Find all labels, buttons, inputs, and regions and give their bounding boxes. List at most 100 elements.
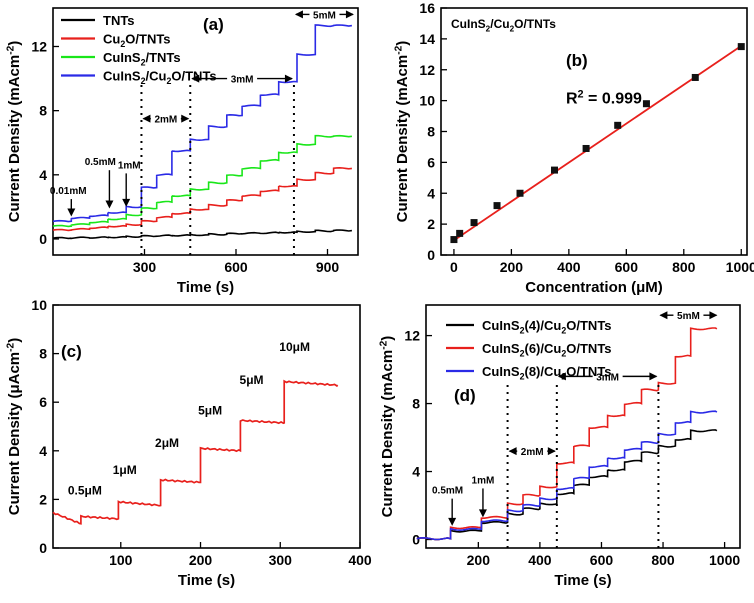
x-tick-label: 200	[467, 552, 491, 568]
fit-r2-label: R2​ = 0.999	[566, 89, 642, 108]
step-label: 10μM	[279, 340, 310, 354]
range-arrow-head	[709, 311, 718, 320]
x-tick-label: 200	[500, 259, 524, 275]
data-point	[642, 100, 650, 108]
panel-label: (b)	[566, 51, 588, 70]
plot-frame	[52, 7, 359, 256]
x-tick-label: 300	[133, 259, 157, 275]
range-arrow-head	[557, 372, 566, 381]
y-tick-label: 8	[39, 346, 47, 362]
legend-label: CuInS2​(8)/Cu2​O/TNTs	[482, 364, 612, 382]
x-tick-label: 1000	[709, 552, 740, 568]
annotation-label: 1mM	[472, 475, 495, 486]
series-line	[52, 229, 353, 240]
x-tick-label: 400	[348, 552, 372, 568]
plot-frame	[52, 304, 361, 549]
range-label: 3mM	[596, 372, 619, 383]
data-point	[582, 144, 590, 152]
x-tick-label: 600	[224, 259, 248, 275]
y-tick-label: 0	[427, 247, 435, 263]
x-tick-label: 800	[672, 259, 696, 275]
legend-label: Cu2​O/TNTs	[103, 32, 171, 50]
range-arrow-head	[191, 74, 200, 83]
legend-label: CuInS2​(4)/Cu2​O/TNTs	[482, 318, 612, 336]
panel-label: (c)	[61, 342, 82, 361]
y-tick-label: 14	[419, 31, 435, 47]
range-label: 5mM	[677, 311, 700, 322]
plot-frame	[425, 304, 741, 549]
annotation-label: 0.01mM	[50, 186, 87, 197]
data-point	[737, 43, 745, 51]
range-label: 2mM	[521, 447, 544, 458]
y-tick-label: 4	[39, 167, 47, 183]
legend-label: TNTs	[103, 13, 135, 28]
annotation-arrow-head	[122, 198, 131, 207]
range-arrow-head	[547, 447, 556, 456]
range-arrow-head	[649, 372, 658, 381]
series-line	[416, 429, 718, 541]
y-tick-label: 8	[427, 124, 435, 140]
x-axis-label: Concentration (μM)	[525, 279, 663, 296]
panel-label: (d)	[454, 386, 476, 405]
x-tick-label: 600	[590, 552, 614, 568]
annotation-arrow-head	[105, 200, 114, 209]
y-axis-label: Current Density (mAcm-2​)	[393, 41, 411, 223]
annotation-label: 0.5mM	[432, 486, 463, 497]
x-axis-label: Time (s)	[554, 572, 611, 589]
y-tick-label: 12	[31, 38, 47, 54]
data-point	[614, 121, 622, 129]
x-tick-label: 400	[557, 259, 581, 275]
range-label: 2mM	[154, 115, 177, 126]
data-point	[691, 73, 699, 81]
y-tick-label: 0	[39, 231, 47, 247]
range-arrow-head	[294, 10, 303, 19]
x-tick-label: 300	[269, 552, 293, 568]
step-label: 5μM	[198, 403, 222, 417]
annotation-label: 0.5mM	[85, 157, 116, 168]
y-tick-label: 2	[39, 491, 47, 507]
series-line	[52, 166, 353, 232]
panel-a: 300 600 900 0 4 8 12 Time (s) Current Density (m…	[5, 7, 359, 296]
annotation-label: 1mM	[118, 160, 141, 171]
annotation-arrow-head	[448, 517, 457, 526]
x-tick-label: 1000	[726, 259, 754, 275]
data-point	[470, 219, 478, 227]
range-arrow-head	[284, 74, 293, 83]
series-line	[52, 379, 339, 525]
y-tick-label: 4	[427, 185, 435, 201]
range-arrow-head	[508, 447, 517, 456]
x-axis-label: Time (s)	[178, 572, 235, 589]
annotation-arrow-head	[67, 208, 76, 217]
step-label: 2μM	[155, 436, 179, 450]
y-tick-label: 0	[412, 532, 420, 548]
x-tick-label: 600	[615, 259, 639, 275]
range-label: 5mM	[313, 10, 336, 21]
step-label: 0.5μM	[68, 484, 102, 498]
y-tick-label: 16	[419, 0, 435, 16]
series-line	[416, 327, 718, 541]
series-line	[52, 134, 353, 228]
series-line	[52, 24, 353, 223]
series-line	[416, 410, 718, 541]
annotation-arrow-head	[478, 509, 487, 518]
x-tick-label: 0	[450, 259, 458, 275]
y-tick-label: 2	[427, 216, 435, 232]
y-axis-label: Current Density (mAcm-2​)	[378, 336, 396, 518]
panel-b: 0 200 400 600 800 1000 0 2 4 6 8 10 12 14 16 Concentrat…	[393, 0, 754, 296]
step-label: 1μM	[113, 463, 137, 477]
step-label: 5μM	[240, 373, 264, 387]
data-point	[450, 236, 458, 244]
legend-label: CuInS2​(6)/Cu2​O/TNTs	[482, 341, 612, 359]
y-tick-label: 4	[412, 464, 420, 480]
y-tick-label: 6	[39, 394, 47, 410]
y-tick-label: 10	[31, 297, 47, 313]
y-tick-label: 12	[419, 62, 435, 78]
x-tick-label: 400	[528, 552, 552, 568]
x-tick-label: 800	[651, 552, 675, 568]
range-arrow-head	[659, 311, 668, 320]
range-label: 3mM	[231, 75, 254, 86]
panel-label: (a)	[203, 15, 224, 34]
y-tick-label: 10	[419, 93, 435, 109]
panel-d: 200 400 600 800 1000 0 4 8 12 Time (s) Current Den…	[378, 304, 741, 589]
y-axis-label: Current Density (μAcm-2​)	[5, 338, 23, 515]
